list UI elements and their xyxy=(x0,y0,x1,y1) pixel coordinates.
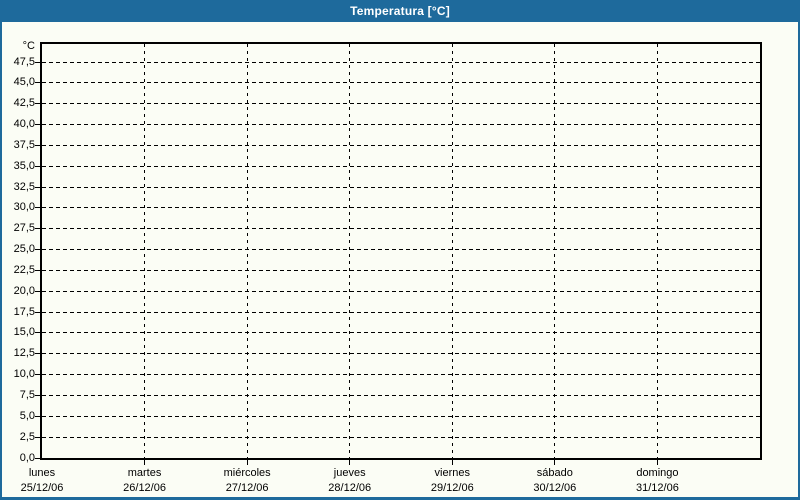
day-date: 31/12/06 xyxy=(636,482,679,494)
y-gridline xyxy=(42,394,760,396)
y-axis-tick xyxy=(35,415,42,417)
y-gridline xyxy=(42,353,760,355)
day-name: martes xyxy=(127,467,162,479)
y-gridline xyxy=(42,290,760,292)
y-tick-label: 40,0 xyxy=(13,118,35,131)
y-tick-label: 42,5 xyxy=(13,97,35,110)
y-tick-label: 2,5 xyxy=(19,430,35,443)
day-date: 28/12/06 xyxy=(328,482,372,494)
y-tick-label: 15,0 xyxy=(13,326,35,339)
x-gridline xyxy=(451,44,453,458)
y-axis-unit-label: °C xyxy=(22,40,35,52)
y-gridline xyxy=(42,374,760,376)
y-tick-label: 47,5 xyxy=(13,55,35,68)
y-axis-tick xyxy=(35,165,42,167)
y-axis-tick xyxy=(35,186,42,188)
y-gridline xyxy=(42,61,760,63)
day-date: 27/12/06 xyxy=(225,482,269,494)
day-name: domingo xyxy=(636,467,679,479)
y-axis-tick xyxy=(35,207,42,209)
window-title: Temperatura [°C] xyxy=(350,4,450,18)
y-axis-tick xyxy=(35,82,42,84)
x-day-label: domingo 31/12/06 xyxy=(636,466,679,496)
y-tick-label: 0,0 xyxy=(19,451,35,464)
y-tick-label: 45,0 xyxy=(13,76,35,89)
y-axis-tick xyxy=(35,374,42,376)
day-name: miércoles xyxy=(223,467,271,479)
titlebar: Temperatura [°C] xyxy=(0,0,800,22)
y-gridline xyxy=(42,144,760,146)
y-axis-tick xyxy=(35,290,42,292)
y-tick-label: 30,0 xyxy=(13,201,35,214)
y-tick-label: 12,5 xyxy=(13,347,35,360)
day-date: 29/12/06 xyxy=(430,482,474,494)
y-tick-label: 22,5 xyxy=(13,263,35,276)
y-axis-tick xyxy=(35,353,42,355)
y-axis-tick xyxy=(35,61,42,63)
x-gridline xyxy=(554,44,556,458)
y-tick-label: 10,0 xyxy=(13,368,35,381)
y-axis-tick xyxy=(35,436,42,438)
y-gridline xyxy=(42,207,760,209)
y-axis-tick xyxy=(35,228,42,230)
x-axis-tick xyxy=(554,460,556,465)
y-gridline xyxy=(42,249,760,251)
y-tick-label: 20,0 xyxy=(13,284,35,297)
x-axis-tick xyxy=(656,460,658,465)
y-tick-label: 27,5 xyxy=(13,222,35,235)
y-gridline xyxy=(42,311,760,313)
y-tick-label: 25,0 xyxy=(13,243,35,256)
y-axis-tick xyxy=(35,457,42,459)
y-gridline xyxy=(42,332,760,334)
y-axis-tick xyxy=(35,394,42,396)
day-name: sábado xyxy=(536,467,573,479)
y-axis-tick xyxy=(35,144,42,146)
y-tick-label: 5,0 xyxy=(19,409,35,422)
day-name: jueves xyxy=(333,467,366,479)
x-gridline xyxy=(246,44,248,458)
y-axis-tick xyxy=(35,269,42,271)
x-day-label: martes 26/12/06 xyxy=(123,466,166,496)
plot-area: °C 0,0 2,5 5,0 7,5 10,0 12,5 15,0 17,5 20,0 22,5 2… xyxy=(14,40,762,494)
x-gridline xyxy=(349,44,351,458)
chart-canvas: °C 0,0 2,5 5,0 7,5 10,0 12,5 15,0 17,5 20,0 22,5 2… xyxy=(2,22,798,497)
x-day-label: lunes 25/12/06 xyxy=(21,466,64,496)
y-axis-tick xyxy=(35,103,42,105)
y-gridline xyxy=(42,103,760,105)
y-gridline xyxy=(42,124,760,126)
y-tick-label: 17,5 xyxy=(13,305,35,318)
y-gridline xyxy=(42,186,760,188)
x-axis-tick xyxy=(246,460,248,465)
y-axis-tick xyxy=(35,332,42,334)
grid: 0,0 2,5 5,0 7,5 10,0 12,5 15,0 17,5 20,0 22,5 25,0… xyxy=(14,56,760,464)
y-tick-label: 37,5 xyxy=(13,138,35,151)
day-name: lunes xyxy=(28,467,56,479)
day-date: 25/12/06 xyxy=(20,482,64,494)
x-axis-tick xyxy=(349,460,351,465)
x-day-label: sábado 30/12/06 xyxy=(533,466,576,496)
y-gridline xyxy=(42,165,760,167)
x-axis-tick xyxy=(144,460,146,465)
x-day-label: miércoles 27/12/06 xyxy=(224,466,271,496)
y-gridline xyxy=(42,436,760,438)
x-day-label: viernes 29/12/06 xyxy=(431,466,474,496)
day-date: 26/12/06 xyxy=(123,482,166,494)
y-tick-label: 7,5 xyxy=(19,388,35,401)
x-axis-tick xyxy=(451,460,453,465)
y-axis-tick xyxy=(35,124,42,126)
y-tick-label: 35,0 xyxy=(13,159,35,172)
day-date: 30/12/06 xyxy=(533,482,577,494)
y-axis-tick xyxy=(35,249,42,251)
day-name: viernes xyxy=(434,467,471,479)
y-tick-label: 32,5 xyxy=(13,180,35,193)
x-gridline xyxy=(144,44,146,458)
x-gridline xyxy=(656,44,658,458)
x-day-label: jueves 28/12/06 xyxy=(328,466,371,496)
y-gridline xyxy=(42,269,760,271)
y-axis-tick xyxy=(35,311,42,313)
y-gridline xyxy=(42,82,760,84)
y-gridline xyxy=(42,228,760,230)
y-gridline xyxy=(42,415,760,417)
